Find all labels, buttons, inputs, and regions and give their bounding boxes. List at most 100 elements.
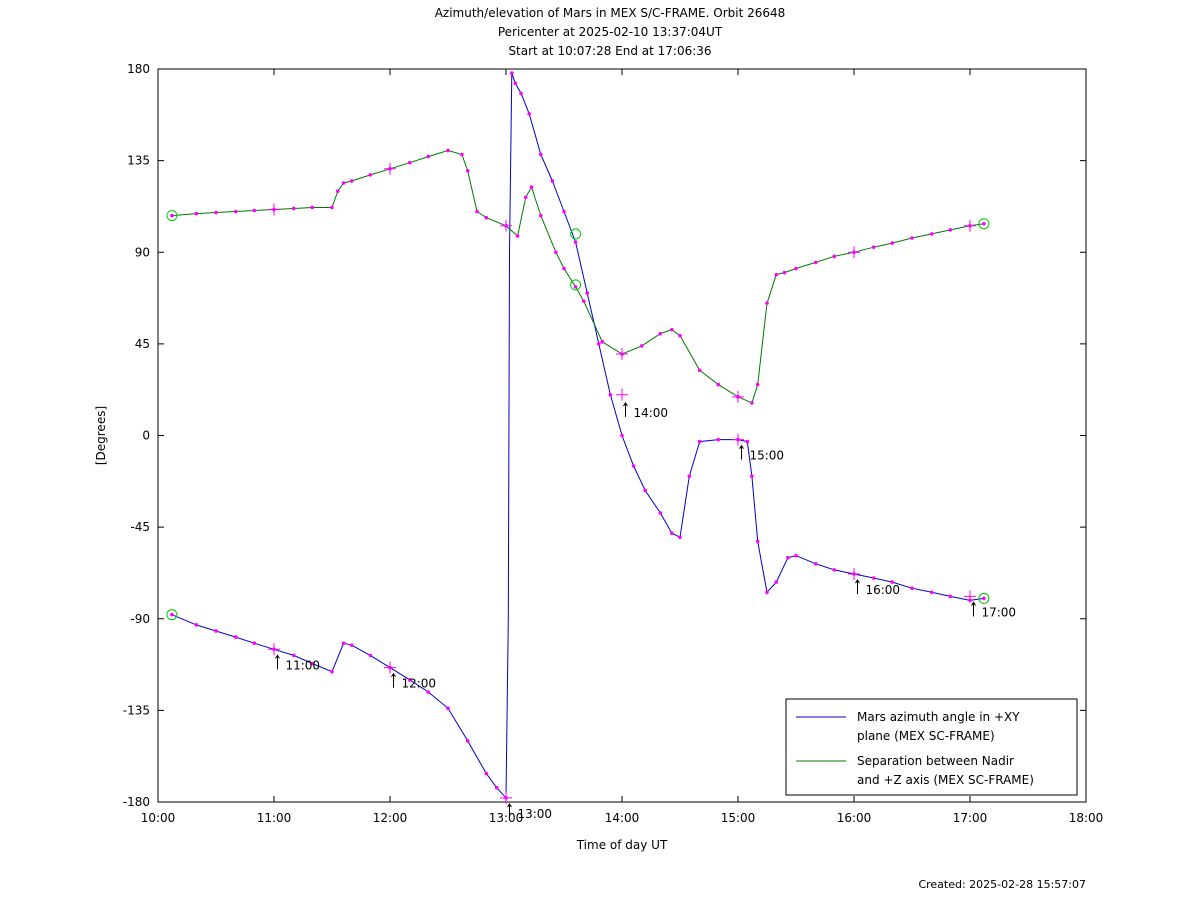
data-point	[291, 653, 296, 658]
data-point	[697, 439, 702, 444]
y-tick-label: 90	[135, 245, 150, 259]
data-point	[755, 382, 760, 387]
hour-annotation-arrow	[623, 402, 628, 417]
legend-label: plane (MEX SC-FRAME)	[857, 729, 995, 743]
data-point	[813, 260, 818, 265]
y-tick-label: -45	[130, 520, 150, 534]
hour-marker	[964, 590, 976, 603]
data-point	[890, 580, 895, 584]
hour-marker	[732, 390, 744, 403]
data-point	[550, 179, 555, 183]
data-point	[407, 160, 412, 165]
y-tick-label: -135	[123, 703, 150, 717]
data-point	[750, 474, 754, 479]
data-point	[523, 195, 528, 200]
endpoint-marker	[166, 609, 178, 621]
y-axis-label: [Degrees]	[94, 406, 108, 465]
data-point	[214, 629, 218, 633]
data-point	[670, 531, 674, 536]
x-tick-label: 11:00	[257, 811, 292, 825]
endpoint-marker	[978, 592, 990, 604]
data-point	[252, 208, 257, 213]
data-point	[194, 211, 199, 216]
data-point	[670, 327, 674, 332]
data-point	[600, 340, 605, 344]
data-point	[639, 344, 644, 348]
y-tick-label: -90	[130, 612, 150, 626]
data-point	[562, 266, 566, 271]
data-point	[608, 392, 613, 397]
data-point	[484, 215, 489, 220]
data-point	[786, 555, 790, 560]
data-point	[310, 661, 315, 666]
data-point	[910, 236, 914, 240]
data-point	[336, 189, 340, 193]
data-point	[687, 474, 692, 479]
data-point	[252, 641, 257, 645]
data-point	[774, 580, 779, 584]
x-tick-label: 12:00	[373, 811, 408, 825]
data-point	[233, 635, 238, 639]
data-point	[426, 154, 431, 159]
title-line: Pericenter at 2025-02-10 13:37:04UT	[498, 25, 723, 39]
data-point	[597, 342, 601, 346]
data-point	[716, 382, 721, 387]
data-point	[330, 669, 334, 674]
data-point	[513, 81, 518, 86]
data-point	[368, 653, 373, 658]
hour-annotation-arrow	[855, 579, 860, 595]
hour-annotation-arrow	[391, 672, 396, 688]
hour-annotation-label: 14:00	[633, 406, 668, 420]
data-point	[631, 464, 636, 468]
data-point	[446, 706, 450, 711]
hour-marker	[384, 162, 396, 175]
data-point	[794, 553, 798, 558]
annotation-layer: 14:00 15:00 16:00 17:00 11:00 12:00 13:00	[275, 402, 1016, 821]
data-point	[774, 272, 779, 277]
data-point	[832, 254, 837, 259]
data-point	[750, 401, 754, 405]
data-point	[813, 561, 818, 566]
data-point	[794, 266, 798, 271]
x-tick-label: 15:00	[721, 811, 756, 825]
x-tick-label: 17:00	[953, 811, 988, 825]
data-point	[910, 586, 914, 591]
data-point	[658, 511, 663, 515]
data-point	[519, 91, 523, 96]
y-tick-label: 0	[142, 429, 150, 443]
x-tick-label: 16:00	[837, 811, 872, 825]
data-point	[890, 241, 895, 245]
data-point	[573, 285, 578, 289]
hour-marker	[964, 219, 976, 232]
data-point	[194, 623, 199, 627]
data-point	[585, 291, 589, 295]
data-point	[716, 437, 721, 442]
y-tick-label: 45	[135, 337, 150, 351]
hour-marker	[384, 661, 396, 674]
endpoint-marker	[166, 210, 178, 222]
chart-title: Azimuth/elevation of Mars in MEX S/C-FRA…	[435, 6, 786, 58]
data-point	[697, 368, 702, 373]
data-point	[484, 771, 489, 776]
legend-box	[785, 698, 1078, 796]
data-point	[678, 535, 682, 540]
data-point	[581, 299, 586, 303]
data-point	[446, 148, 450, 153]
hour-annotation-label: 11:00	[285, 658, 320, 672]
data-point	[494, 785, 499, 790]
data-point	[214, 210, 218, 215]
title-line: Azimuth/elevation of Mars in MEX S/C-FRA…	[435, 6, 786, 20]
axis-ticks: 10:00 11:00 12:00 13:00 14:00 15:00 16:00 17:00…	[123, 62, 1104, 825]
y-tick-label: 180	[127, 62, 150, 76]
data-point	[233, 209, 238, 214]
data-point	[539, 152, 543, 157]
y-tick-label: -180	[123, 795, 150, 809]
hour-marker	[616, 348, 628, 361]
hour-annotation-label: 13:00	[517, 807, 552, 821]
hour-marker	[848, 567, 860, 580]
data-point	[573, 240, 578, 244]
data-point	[678, 333, 682, 338]
data-point	[341, 641, 346, 645]
data-point	[465, 169, 470, 173]
data-point	[349, 179, 354, 183]
